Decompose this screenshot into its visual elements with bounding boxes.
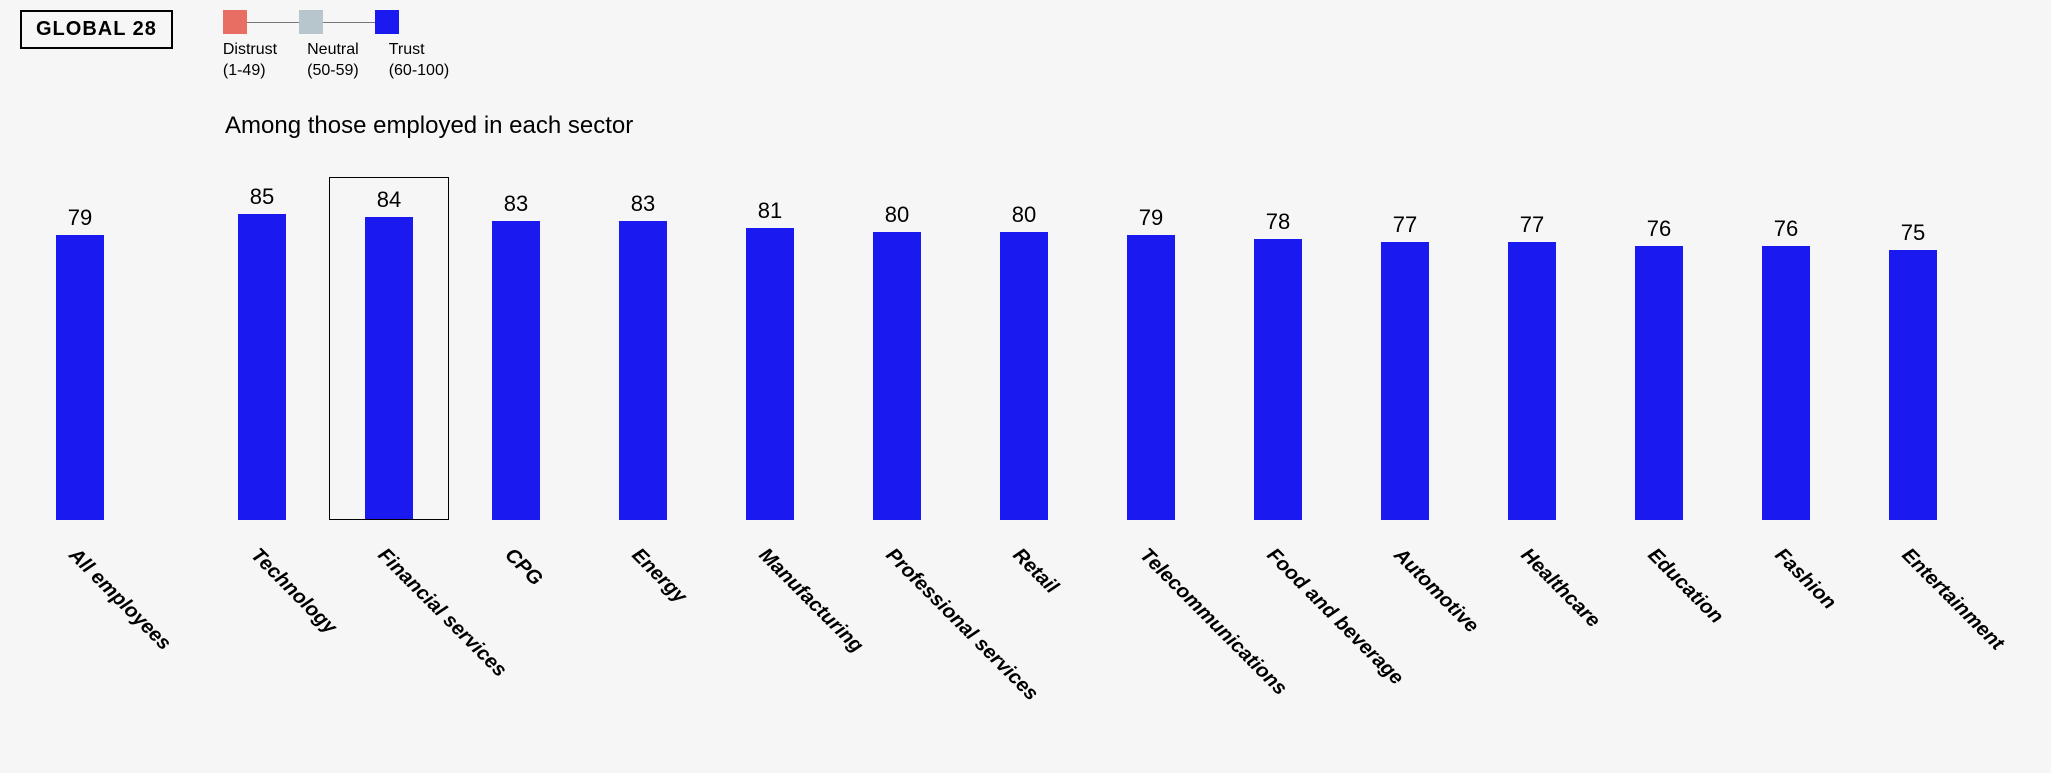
bar-value: 76 <box>1647 216 1671 240</box>
bar-rect <box>1381 242 1429 519</box>
bar-value: 84 <box>377 187 401 211</box>
bar-label: Fashion <box>1770 544 1840 614</box>
bar-rect <box>1889 250 1937 520</box>
bar-value: 85 <box>250 184 274 208</box>
bar-rect <box>1508 242 1556 519</box>
bar-5: 80 Professional services <box>837 160 957 682</box>
bar-label-wrap: Automotive <box>1345 532 1465 682</box>
bar-label-wrap: Fashion <box>1726 532 1846 682</box>
bar-rect <box>1254 239 1302 520</box>
chart-title: Among those employed in each sector <box>225 112 2031 140</box>
bar-label-wrap: Professional services <box>837 532 957 682</box>
legend-label-trust: Trust(60-100) <box>389 40 449 82</box>
bar-label: Technology <box>246 544 341 639</box>
bar-column: 81 <box>746 160 794 520</box>
bar-label-wrap: Retail <box>964 532 1084 682</box>
bar-rect <box>873 232 921 520</box>
bar-4: 81 Manufacturing <box>710 160 830 682</box>
bar-rect <box>1635 246 1683 520</box>
bar-0: 85 Technology <box>202 160 322 682</box>
legend-swatch-neutral <box>299 10 323 34</box>
bar-label: Energy <box>627 544 691 608</box>
bar-column: 80 <box>1000 160 1048 520</box>
legend: Distrust(1-49) Neutral(50-59) Trust(60-1… <box>223 10 449 82</box>
bar-label-wrap: Education <box>1599 532 1719 682</box>
bar-label: Education <box>1643 544 1728 629</box>
legend-swatches <box>223 10 449 34</box>
bar-label-wrap: Entertainment <box>1853 532 1973 682</box>
bar-value: 80 <box>885 202 909 226</box>
legend-swatch-distrust <box>223 10 247 34</box>
bar-series: 85 Technology 84 Financial services 83 CPG 83 E… <box>202 160 1973 682</box>
global-badge: GLOBAL 28 <box>20 10 173 49</box>
legend-label-distrust: Distrust(1-49) <box>223 40 277 82</box>
bar-rect <box>619 221 667 520</box>
bar-column: 78 <box>1254 160 1302 520</box>
bar-label-wrap: All employees <box>20 532 140 682</box>
bar-column: 76 <box>1635 160 1683 520</box>
bar-column: 79 <box>1127 160 1175 520</box>
bar-label: CPG <box>500 544 547 591</box>
bar-label: All employees <box>64 544 175 655</box>
bar-11: 76 Education <box>1599 160 1719 682</box>
bar-13: 75 Entertainment <box>1853 160 1973 682</box>
chart: 79 All employees 85 Technology 84 Financial … <box>20 160 2031 682</box>
bar-10: 77 Healthcare <box>1472 160 1592 682</box>
bar-column: 83 <box>492 160 540 520</box>
bar-3: 83 Energy <box>583 160 703 682</box>
bar-label-wrap: Food and beverage <box>1218 532 1338 682</box>
legend-swatch-trust <box>375 10 399 34</box>
bar-rect <box>1762 246 1810 520</box>
bar-value: 78 <box>1266 209 1290 233</box>
bar-column: 85 <box>238 160 286 520</box>
bar-column: 79 <box>56 160 104 520</box>
bar-column: 76 <box>1762 160 1810 520</box>
bar-9: 77 Automotive <box>1345 160 1465 682</box>
bar-value: 83 <box>631 191 655 215</box>
bar-6: 80 Retail <box>964 160 1084 682</box>
bar-rect <box>492 221 540 520</box>
bar-label: Automotive <box>1389 544 1483 638</box>
bar-label-wrap: Energy <box>583 532 703 682</box>
bar-column: 77 <box>1508 160 1556 520</box>
bar-label-wrap: Healthcare <box>1472 532 1592 682</box>
bar-label-wrap: CPG <box>456 532 576 682</box>
bar-1: 84 Financial services <box>329 160 449 682</box>
bar-rect <box>365 217 413 519</box>
bar-value: 77 <box>1393 212 1417 236</box>
bar-column: 84 <box>365 160 413 520</box>
bar-value: 77 <box>1520 212 1544 236</box>
bar-rect <box>238 214 286 520</box>
bar-8: 78 Food and beverage <box>1218 160 1338 682</box>
bar-all-employees: 79 All employees <box>20 160 140 682</box>
legend-connector-1 <box>247 22 299 23</box>
legend-connector-2 <box>323 22 375 23</box>
bar-value: 80 <box>1012 202 1036 226</box>
bar-2: 83 CPG <box>456 160 576 682</box>
bar-12: 76 Fashion <box>1726 160 1846 682</box>
bar-label-wrap: Technology <box>202 532 322 682</box>
bar-label-wrap: Financial services <box>329 532 449 682</box>
bar-column: 75 <box>1889 160 1937 520</box>
bar-value: 76 <box>1774 216 1798 240</box>
bar-value: 83 <box>504 191 528 215</box>
bar-value: 79 <box>1139 205 1163 229</box>
bar-label: Healthcare <box>1516 544 1605 633</box>
bar-value: 81 <box>758 198 782 222</box>
bar-column: 80 <box>873 160 921 520</box>
bar-column: 83 <box>619 160 667 520</box>
legend-label-neutral: Neutral(50-59) <box>307 40 359 82</box>
bar-rect <box>1127 235 1175 519</box>
bar-value: 75 <box>1901 220 1925 244</box>
bar-value: 79 <box>68 205 92 229</box>
bar-rect <box>56 235 104 519</box>
bar-rect <box>1000 232 1048 520</box>
bar-label: Entertainment <box>1897 544 2008 655</box>
bar-column: 77 <box>1381 160 1429 520</box>
bar-7: 79 Telecommunications <box>1091 160 1211 682</box>
bar-label-wrap: Telecommunications <box>1091 532 1211 682</box>
bar-label: Retail <box>1008 544 1063 599</box>
bar-label-wrap: Manufacturing <box>710 532 830 682</box>
bar-rect <box>746 228 794 520</box>
